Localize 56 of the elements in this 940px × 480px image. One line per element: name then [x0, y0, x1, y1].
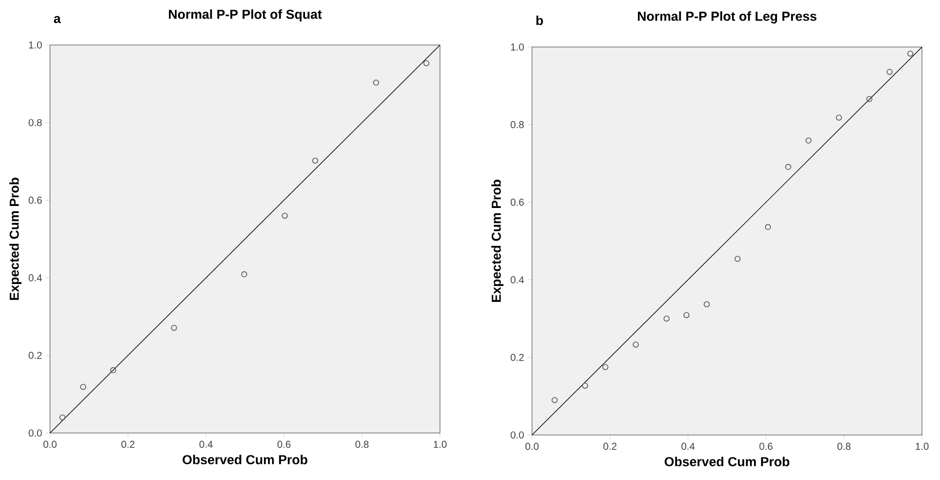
y-tick-label: 0.0 — [510, 431, 524, 439]
y-tick-label: 0.4 — [28, 274, 42, 282]
point — [785, 164, 792, 170]
y-tick-label: 0.2 — [510, 354, 524, 361]
point — [836, 114, 842, 121]
x-tick-label: 0.0 — [43, 440, 57, 448]
x-tick-label: 0.8 — [837, 442, 851, 450]
point — [312, 158, 318, 164]
y-tick-label: 0.4 — [510, 276, 524, 284]
point — [806, 138, 812, 144]
point — [423, 60, 430, 66]
y-tick-label: 0.6 — [28, 196, 42, 204]
point — [282, 212, 288, 219]
y-axis-title: Expected Cum Prob — [9, 178, 22, 300]
x-tick-label: 0.2 — [603, 442, 616, 450]
point — [241, 271, 248, 278]
text: b — [536, 16, 543, 26]
point — [373, 80, 380, 86]
y-tick-label: 0.0 — [28, 429, 42, 437]
point — [80, 384, 86, 390]
point — [110, 367, 116, 374]
x-tick-label: 1.0 — [916, 442, 929, 450]
point — [582, 382, 588, 389]
x-axis-title: Observed Cum Prob — [664, 456, 790, 466]
point — [664, 316, 670, 322]
point — [59, 414, 66, 420]
point — [704, 301, 710, 308]
point — [764, 224, 771, 230]
x-tick-label: 0.8 — [355, 440, 369, 448]
x-axis-title: Observed Cum Prob — [182, 454, 308, 464]
point — [683, 312, 690, 318]
point — [734, 256, 741, 262]
y-axis-title: Expected Cum Prob — [491, 180, 504, 302]
point — [552, 397, 558, 404]
y-tick-label: 0.8 — [510, 121, 524, 128]
y-tick-label: 1.0 — [29, 41, 42, 49]
point — [866, 96, 872, 102]
x-tick-label: 0.6 — [277, 440, 291, 448]
y-tick-label: 0.2 — [28, 352, 42, 359]
point — [171, 324, 178, 331]
point — [907, 50, 914, 57]
x-tick-label: 0.4 — [199, 440, 213, 448]
x-tick-label: 1.0 — [434, 440, 447, 448]
point — [602, 364, 608, 370]
y-tick-label: 0.8 — [28, 119, 42, 126]
x-tick-label: 0.2 — [121, 440, 134, 448]
text: a — [54, 16, 61, 24]
y-tick-label: 1.0 — [511, 43, 524, 51]
x-tick-label: 0.0 — [525, 442, 539, 450]
point — [886, 68, 893, 75]
chart-title: Normal P-P Plot of Squat — [168, 9, 322, 22]
point — [632, 342, 639, 348]
x-tick-label: 0.4 — [681, 442, 695, 450]
chart-title: Normal P-P Plot of Leg Press — [638, 11, 816, 24]
y-tick-label: 0.6 — [510, 198, 524, 206]
x-tick-label: 0.6 — [759, 442, 773, 450]
